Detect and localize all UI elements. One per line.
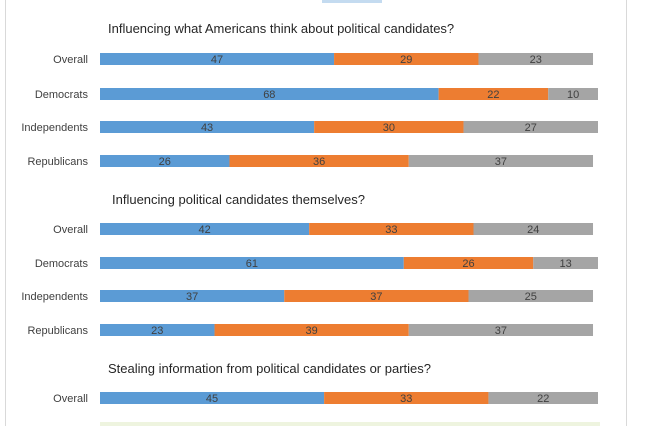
bar-segment — [314, 121, 464, 133]
data-label: 42 — [198, 224, 210, 236]
bar-segment — [309, 223, 474, 235]
bar-segment — [408, 155, 594, 167]
data-label: 39 — [306, 325, 318, 337]
data-label: 47 — [211, 54, 223, 66]
bar-segment — [403, 257, 534, 269]
chart-title-2: Stealing information from political cand… — [108, 361, 431, 376]
chart-title-1: Influencing political candidates themsel… — [112, 192, 365, 207]
category-label: Overall — [53, 393, 88, 405]
data-label: 30 — [383, 122, 395, 134]
category-label: Democrats — [35, 89, 89, 101]
category-label: Republicans — [27, 156, 88, 168]
data-label: 37 — [495, 325, 507, 337]
data-label: 29 — [400, 54, 412, 66]
data-label: 61 — [246, 258, 258, 270]
bar-segment — [488, 392, 598, 404]
data-label: 33 — [385, 224, 397, 236]
data-label: 43 — [201, 122, 213, 134]
bar-segment — [408, 324, 594, 336]
category-label: Independents — [21, 122, 88, 134]
data-label: 27 — [525, 122, 537, 134]
bar-segment — [100, 53, 335, 65]
bar-segment — [100, 88, 439, 100]
bar-segment — [478, 53, 594, 65]
data-label: 26 — [462, 258, 474, 270]
bar-segment — [548, 88, 598, 100]
bar-segment — [214, 324, 409, 336]
category-label: Republicans — [27, 325, 88, 337]
category-label: Overall — [53, 224, 88, 236]
data-label: 33 — [400, 393, 412, 405]
data-label: 26 — [159, 156, 171, 168]
bar-segment — [468, 290, 594, 302]
data-label: 37 — [370, 291, 382, 303]
bar-segment — [100, 290, 285, 302]
chart-title-0: Influencing what Americans think about p… — [108, 21, 454, 36]
bar-segment — [100, 392, 325, 404]
data-label: 68 — [263, 89, 275, 101]
category-label: Democrats — [35, 258, 89, 270]
top-accent — [322, 0, 382, 3]
bar-segment — [463, 121, 598, 133]
bar-segment — [229, 155, 409, 167]
frame-border-right — [626, 0, 627, 426]
bar-segment — [324, 392, 489, 404]
category-label: Independents — [21, 291, 88, 303]
category-label: Overall — [53, 54, 88, 66]
bar-segment — [334, 53, 479, 65]
data-label: 37 — [495, 156, 507, 168]
bar-segment — [100, 324, 215, 336]
data-label: 37 — [186, 291, 198, 303]
bar-segment — [100, 257, 404, 269]
bottom-accent — [100, 422, 600, 426]
bar-segment — [284, 290, 469, 302]
data-label: 22 — [487, 89, 499, 101]
bar-segment — [473, 223, 594, 235]
data-label: 23 — [151, 325, 163, 337]
bar-segment — [100, 223, 310, 235]
data-label: 24 — [527, 224, 539, 236]
data-label: 25 — [525, 291, 537, 303]
bar-segment — [533, 257, 598, 269]
data-label: 23 — [530, 54, 542, 66]
data-label: 36 — [313, 156, 325, 168]
data-label: 13 — [560, 258, 572, 270]
bar-segment — [438, 88, 549, 100]
data-label: 22 — [537, 393, 549, 405]
frame-border-left — [5, 0, 6, 426]
bar-segment — [100, 121, 315, 133]
data-label: 10 — [567, 89, 579, 101]
data-label: 45 — [206, 393, 218, 405]
bar-segment — [100, 155, 230, 167]
